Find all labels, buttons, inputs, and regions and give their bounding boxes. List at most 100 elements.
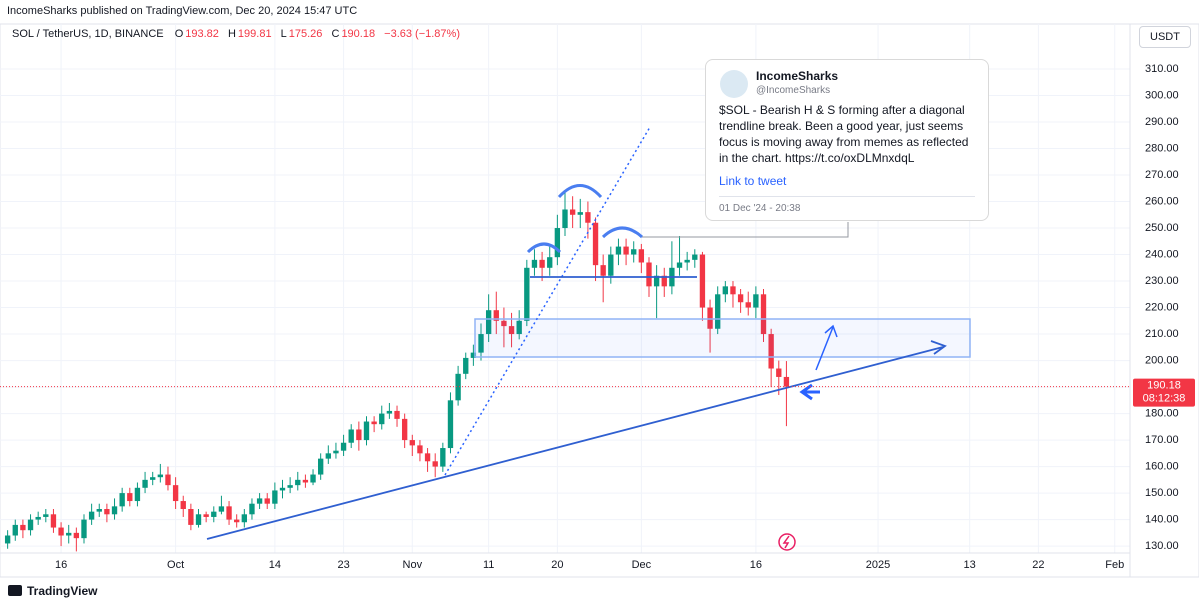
candle-body: [493, 310, 499, 321]
brand: TradingView: [27, 584, 98, 598]
x-tick-label: 20: [551, 559, 563, 571]
candle-body: [432, 461, 438, 467]
tweet-handle: @IncomeSharks: [756, 85, 831, 96]
legend-label: O: [174, 28, 184, 40]
candle-body: [12, 524, 18, 536]
avatar: [720, 70, 748, 98]
y-tick-label: 250.00: [1145, 222, 1179, 234]
support-trendline: [206, 346, 944, 540]
y-tick-label: 160.00: [1145, 460, 1179, 472]
event-bolt: [782, 535, 790, 549]
candle-body: [318, 458, 324, 475]
drawings: [206, 126, 971, 551]
legend-value: 175.26: [288, 28, 323, 40]
candle-body: [768, 334, 774, 369]
legend-value: 199.81: [237, 28, 272, 40]
y-tick-label: 300.00: [1145, 89, 1179, 101]
candle-body: [737, 294, 744, 303]
candle-body: [508, 326, 515, 335]
head: [557, 184, 603, 199]
candle-body: [188, 509, 194, 525]
candle-body: [211, 511, 217, 517]
x-tick-label: 2025: [866, 559, 890, 571]
candle-body: [386, 410, 393, 414]
candle-body: [478, 334, 484, 353]
x-tick-label: 16: [55, 559, 67, 571]
candle-body: [531, 259, 538, 268]
candle-body: [119, 493, 125, 507]
candle-body: [340, 442, 347, 451]
candle-body: [577, 212, 583, 215]
tweet-card: IncomeSharks @IncomeSharks $SOL - Bearis…: [705, 59, 989, 221]
candle-body: [684, 259, 690, 263]
candle-body: [753, 294, 759, 308]
candle-body: [653, 275, 660, 287]
candle-body: [569, 209, 576, 215]
candle-body: [417, 445, 423, 454]
y-tick-label: 200.00: [1145, 354, 1179, 366]
candle-body: [638, 249, 645, 263]
candle-body: [585, 212, 591, 223]
callout-connector: [642, 222, 849, 238]
currency-button[interactable]: USDT: [1139, 26, 1191, 48]
x-tick-label: Dec: [632, 559, 652, 571]
candle-body: [592, 222, 599, 266]
candle-body: [256, 498, 263, 504]
candle-body: [142, 479, 148, 488]
candle-body: [218, 506, 225, 512]
candle-body: [631, 249, 637, 255]
right-shoulder: [601, 226, 644, 239]
legend-value: 190.18: [341, 28, 376, 40]
x-tick-label: 13: [964, 559, 976, 571]
candle-body: [379, 413, 385, 425]
legend-label: C: [331, 28, 340, 40]
candle-body: [4, 535, 11, 544]
candle-body: [325, 453, 331, 459]
y-tick-label: 240.00: [1145, 248, 1179, 260]
candle-body: [692, 254, 698, 260]
candle-body: [81, 519, 87, 539]
y-tick-label: 170.00: [1145, 434, 1179, 446]
x-tick-label: Feb: [1105, 559, 1124, 571]
candle-body: [783, 376, 790, 387]
candle-body: [104, 509, 110, 515]
candle-body: [661, 275, 667, 287]
candle-body: [470, 352, 477, 358]
symbol-title: SOL / TetherUS, 1D, BINANCE: [12, 28, 164, 40]
y-tick-label: 310.00: [1145, 63, 1179, 75]
tweet-text: $SOL - Bearish H & S forming after a dia…: [719, 103, 969, 165]
candle-body: [707, 307, 713, 329]
candle-body: [241, 514, 247, 523]
y-tick-label: 180.00: [1145, 407, 1179, 419]
candle-body: [485, 310, 492, 335]
candle-body: [249, 503, 255, 515]
candle-body: [50, 514, 57, 528]
candle-body: [600, 265, 606, 276]
candle-body: [150, 477, 156, 480]
candle-body: [264, 498, 270, 504]
candle-body: [363, 421, 370, 441]
candle-body: [776, 368, 782, 377]
y-tick-label: 210.00: [1145, 328, 1179, 340]
y-tick-label: 260.00: [1145, 195, 1179, 207]
event-icon[interactable]: [778, 533, 796, 551]
y-tick-label: 270.00: [1145, 169, 1179, 181]
arrow-head: [930, 340, 947, 355]
candle-body: [157, 474, 164, 478]
last-price-label: 190.18: [1147, 380, 1181, 392]
candle-body: [279, 487, 286, 491]
y-tick-label: 290.00: [1145, 116, 1179, 128]
candle-body: [516, 320, 522, 335]
tweet-link[interactable]: Link to tweet: [719, 174, 787, 188]
candle-body: [287, 485, 293, 488]
candle-body: [547, 257, 553, 268]
candle-body: [43, 514, 49, 517]
candle-body: [676, 262, 683, 268]
candle-body: [180, 501, 186, 509]
candle-body: [172, 485, 179, 502]
candle-body: [226, 506, 232, 520]
candle-body: [646, 262, 652, 287]
tweet-date: 01 Dec '24 - 20:38: [719, 203, 801, 214]
candle-body: [134, 487, 141, 502]
